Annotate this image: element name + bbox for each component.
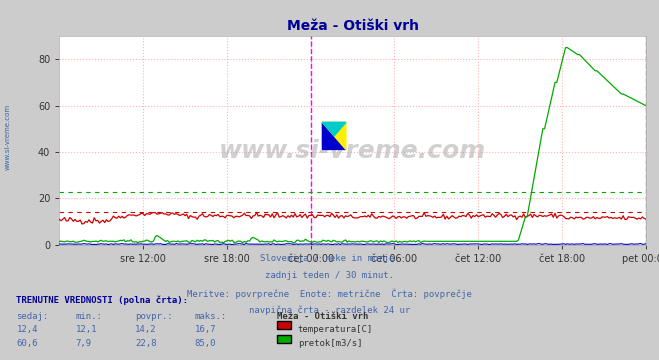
Text: 22,8: 22,8 bbox=[135, 339, 157, 348]
Polygon shape bbox=[322, 122, 346, 149]
Text: maks.:: maks.: bbox=[194, 312, 227, 321]
Text: 85,0: 85,0 bbox=[194, 339, 216, 348]
Text: temperatura[C]: temperatura[C] bbox=[298, 325, 373, 334]
Text: 60,6: 60,6 bbox=[16, 339, 38, 348]
Text: Meža - Otiški vrh: Meža - Otiški vrh bbox=[277, 312, 368, 321]
Text: min.:: min.: bbox=[76, 312, 103, 321]
Text: navpična črta - razdelek 24 ur: navpična črta - razdelek 24 ur bbox=[249, 306, 410, 315]
Text: Slovenija / reke in morje.: Slovenija / reke in morje. bbox=[260, 254, 399, 263]
Text: 12,1: 12,1 bbox=[76, 325, 98, 334]
Text: sedaj:: sedaj: bbox=[16, 312, 49, 321]
Text: www.si-vreme.com: www.si-vreme.com bbox=[5, 104, 11, 170]
Text: www.si-vreme.com: www.si-vreme.com bbox=[219, 139, 486, 163]
Polygon shape bbox=[322, 122, 346, 136]
Text: 16,7: 16,7 bbox=[194, 325, 216, 334]
Text: zadnji teden / 30 minut.: zadnji teden / 30 minut. bbox=[265, 271, 394, 280]
Text: pretok[m3/s]: pretok[m3/s] bbox=[298, 339, 362, 348]
Text: 7,9: 7,9 bbox=[76, 339, 92, 348]
Text: Meritve: povrprečne  Enote: metrične  Črta: povprečje: Meritve: povrprečne Enote: metrične Črta… bbox=[187, 288, 472, 299]
Title: Meža - Otiški vrh: Meža - Otiški vrh bbox=[287, 19, 418, 33]
Text: TRENUTNE VREDNOSTI (polna črta):: TRENUTNE VREDNOSTI (polna črta): bbox=[16, 295, 188, 305]
Text: 14,2: 14,2 bbox=[135, 325, 157, 334]
Text: povpr.:: povpr.: bbox=[135, 312, 173, 321]
Polygon shape bbox=[322, 122, 346, 149]
Text: 12,4: 12,4 bbox=[16, 325, 38, 334]
